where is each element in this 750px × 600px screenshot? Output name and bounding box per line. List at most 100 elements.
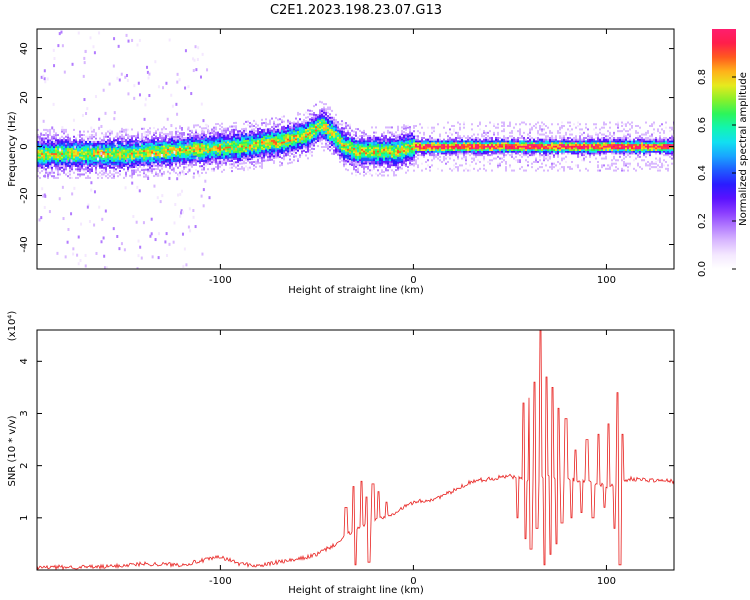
heatmap-cell bbox=[185, 173, 187, 176]
heatmap-cell bbox=[497, 164, 499, 167]
heatmap-cell bbox=[407, 126, 409, 129]
heatmap-cell bbox=[505, 145, 507, 148]
heatmap-cell bbox=[173, 142, 175, 145]
heatmap-cell bbox=[399, 159, 401, 162]
heatmap-cell bbox=[373, 138, 375, 141]
heatmap-cell bbox=[283, 144, 285, 147]
heatmap-cell bbox=[343, 160, 345, 163]
heatmap-cell bbox=[289, 136, 291, 139]
heatmap-cell bbox=[355, 153, 357, 156]
heatmap-cell bbox=[297, 120, 299, 123]
heatmap-cell bbox=[161, 128, 163, 131]
heatmap-cell bbox=[139, 174, 141, 177]
heatmap-cell bbox=[547, 138, 549, 141]
heatmap-cell bbox=[171, 136, 173, 139]
heatmap-cell bbox=[329, 106, 331, 109]
heatmap-cell bbox=[395, 134, 397, 137]
heatmap-cell bbox=[429, 154, 431, 157]
heatmap-cell bbox=[251, 144, 253, 147]
heatmap-cell bbox=[49, 144, 51, 147]
heatmap-cell bbox=[291, 123, 293, 126]
heatmap-cell bbox=[449, 143, 451, 146]
heatmap-cell bbox=[83, 158, 85, 161]
heatmap-cell bbox=[239, 133, 241, 136]
heatmap-cell bbox=[401, 160, 403, 163]
heatmap-cell bbox=[483, 164, 485, 167]
heatmap-cell bbox=[451, 140, 453, 143]
heatmap-cell bbox=[445, 143, 447, 146]
heatmap-cell bbox=[323, 106, 325, 109]
heatmap-cell bbox=[397, 142, 399, 145]
heatmap-cell bbox=[37, 151, 39, 154]
heatmap-cell bbox=[51, 168, 53, 171]
heatmap-cell bbox=[427, 150, 429, 153]
heatmap-cell bbox=[449, 152, 451, 155]
heatmap-cell bbox=[435, 148, 437, 151]
heatmap-cell bbox=[477, 159, 479, 162]
heatmap-cell bbox=[503, 145, 505, 148]
heatmap-cell bbox=[479, 121, 481, 124]
heatmap-cell bbox=[359, 162, 361, 165]
heatmap-cell bbox=[97, 156, 99, 159]
heatmap-cell bbox=[497, 166, 499, 169]
heatmap-cell bbox=[55, 144, 57, 147]
heatmap-cell bbox=[111, 156, 113, 159]
heatmap-cell bbox=[121, 134, 123, 137]
heatmap-cell bbox=[409, 160, 411, 163]
heatmap-cell bbox=[77, 170, 79, 173]
heatmap-cell bbox=[257, 141, 259, 144]
heatmap-cell bbox=[413, 140, 415, 143]
heatmap-cell bbox=[87, 137, 89, 140]
heatmap-cell bbox=[265, 133, 267, 136]
heatmap-cell bbox=[327, 127, 329, 130]
heatmap-cell bbox=[349, 139, 351, 142]
heatmap-cell bbox=[127, 164, 129, 167]
heatmap-cell bbox=[345, 140, 347, 143]
heatmap-cell bbox=[67, 164, 69, 167]
heatmap-cell bbox=[449, 128, 451, 131]
heatmap-cell bbox=[287, 141, 289, 144]
heatmap-cell bbox=[109, 142, 111, 145]
heatmap-cell bbox=[123, 139, 125, 142]
heatmap-cell bbox=[211, 152, 213, 155]
heatmap-cell bbox=[55, 139, 57, 142]
heatmap-cell bbox=[117, 144, 119, 147]
heatmap-cell bbox=[221, 155, 223, 158]
heatmap-cell bbox=[181, 144, 183, 147]
heatmap-cell bbox=[301, 133, 303, 136]
heatmap-cell bbox=[141, 144, 143, 147]
heatmap-cell bbox=[343, 122, 345, 125]
heatmap-cell bbox=[539, 150, 541, 153]
heatmap-cell bbox=[387, 141, 389, 144]
heatmap-cell bbox=[251, 149, 253, 152]
heatmap-cell bbox=[71, 144, 73, 147]
heatmap-cell bbox=[283, 156, 285, 159]
heatmap-cell bbox=[45, 144, 47, 147]
heatmap-cell bbox=[321, 134, 323, 137]
heatmap-cell bbox=[445, 147, 447, 150]
heatmap-cell bbox=[95, 171, 97, 174]
heatmap-cell bbox=[529, 147, 531, 150]
heatmap-cell bbox=[549, 145, 551, 148]
heatmap-cell bbox=[115, 159, 117, 162]
heatmap-cell bbox=[277, 140, 279, 143]
heatmap-cell bbox=[243, 150, 245, 153]
heatmap-cell bbox=[545, 152, 547, 155]
heatmap-cell bbox=[155, 135, 157, 138]
heatmap-cell bbox=[519, 143, 521, 146]
heatmap-cell bbox=[409, 131, 411, 134]
heatmap-cell bbox=[387, 160, 389, 163]
heatmap-cell bbox=[195, 160, 197, 163]
heatmap-cell bbox=[171, 161, 173, 164]
heatmap-cell bbox=[479, 142, 481, 145]
heatmap-cell bbox=[361, 150, 363, 153]
heatmap-cell bbox=[131, 135, 133, 138]
heatmap-cell bbox=[43, 134, 45, 137]
heatmap-cell bbox=[435, 138, 437, 141]
heatmap-cell bbox=[545, 140, 547, 143]
heatmap-cell bbox=[215, 143, 217, 146]
heatmap-cell bbox=[273, 141, 275, 144]
heatmap-cell bbox=[133, 171, 135, 174]
heatmap-cell bbox=[171, 134, 173, 137]
heatmap-cell bbox=[323, 103, 325, 106]
